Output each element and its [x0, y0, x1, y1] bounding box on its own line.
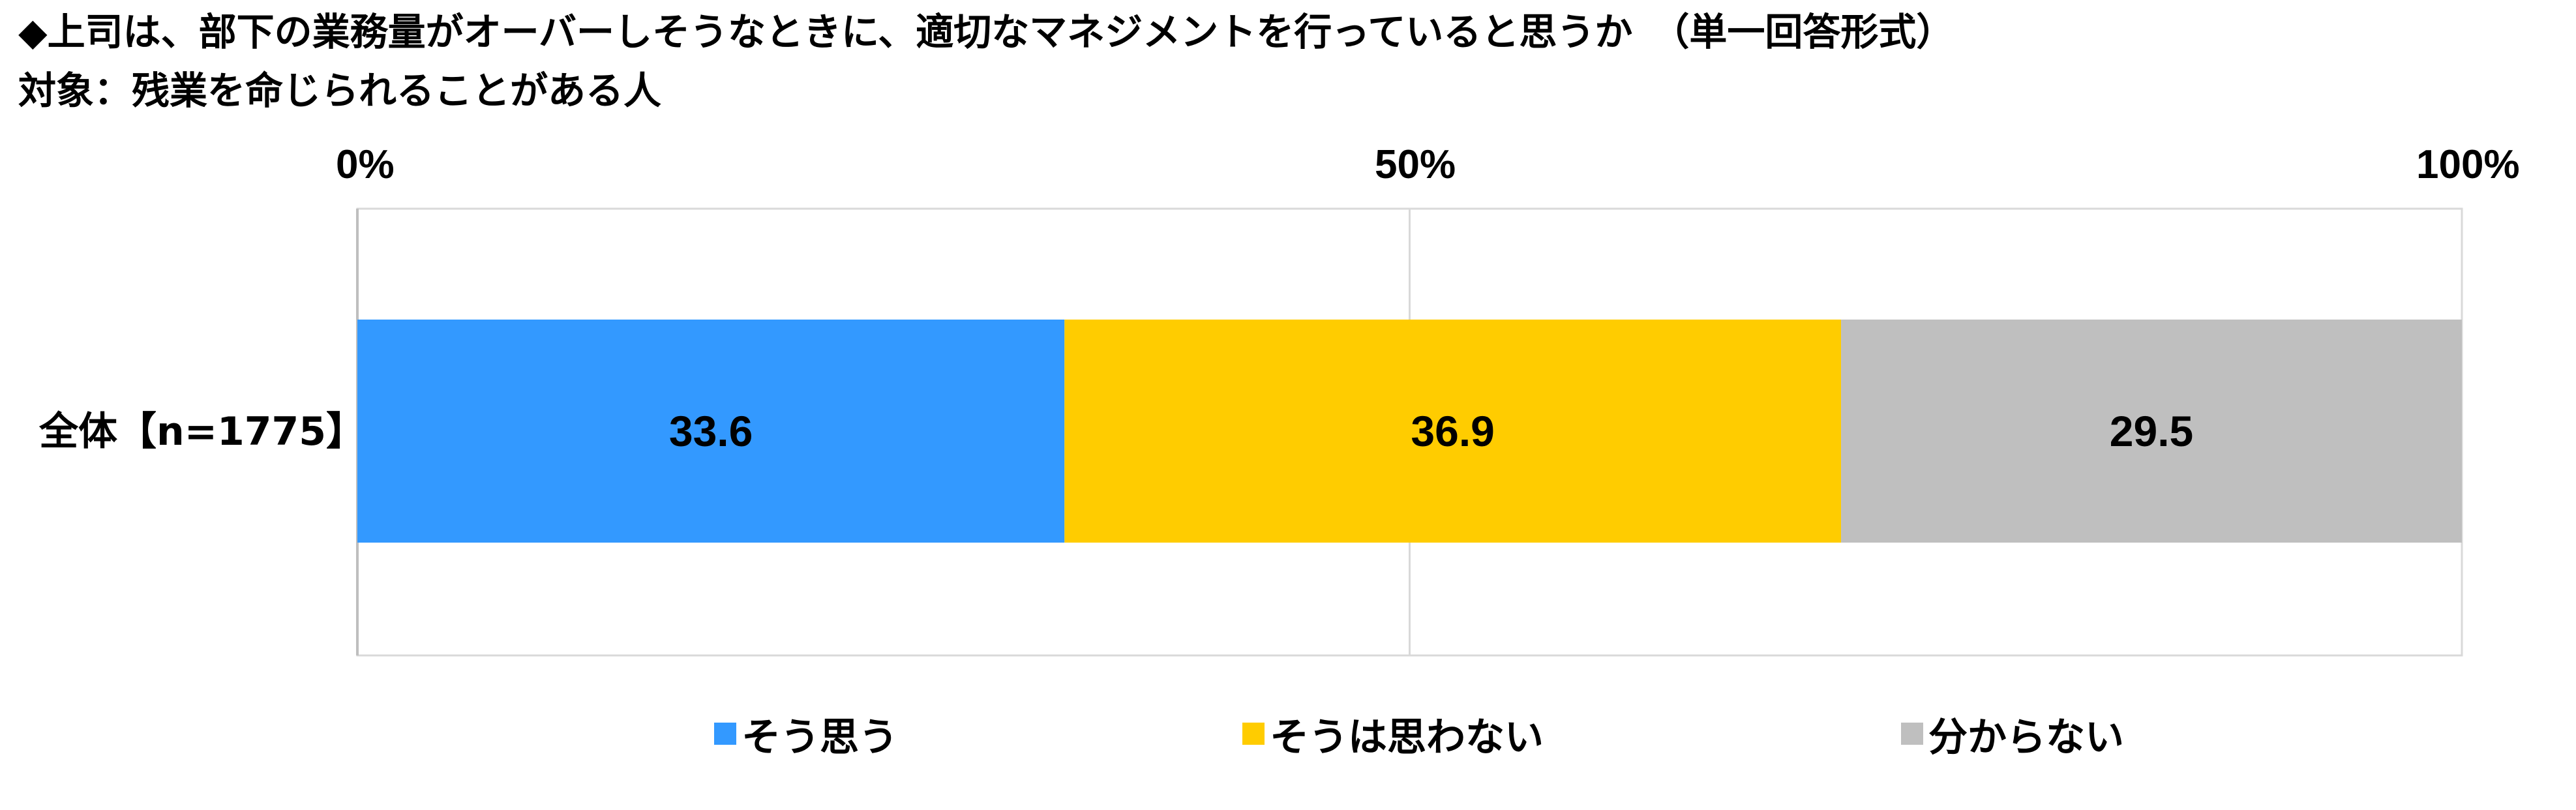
- bar-segment-2: [1841, 320, 2462, 543]
- legend-item-soumou: そう思う: [714, 708, 898, 760]
- category-label: 全体【n=1775】: [39, 409, 365, 455]
- chart-title: ◆上司は、部下の業務量がオーバーしそうなときに、適切なマネジメントを行っていると…: [18, 10, 1954, 54]
- bar-segment-0: [357, 320, 1065, 543]
- legend-swatch-yellow: [1242, 723, 1265, 745]
- chart-subtitle: 対象：残業を命じられることがある人: [18, 68, 662, 113]
- legend-label: そうは思わない: [1270, 714, 1544, 760]
- legend-swatch-gray: [1901, 723, 1923, 745]
- legend-swatch-blue: [714, 723, 736, 745]
- x-tick-0: 0%: [336, 142, 395, 187]
- x-tick-50: 50%: [1375, 142, 1456, 187]
- data-label-0: 33.6: [669, 407, 753, 455]
- data-label-1: 36.9: [1411, 407, 1494, 455]
- legend-label: そう思う: [741, 714, 898, 760]
- data-label-2: 29.5: [2110, 407, 2193, 455]
- legend-label: 分からない: [1928, 714, 2124, 760]
- legend-item-souhaomowanai: そうは思わない: [1242, 708, 1544, 760]
- bar-segment-1: [1064, 320, 1842, 543]
- legend-item-wakaranai: 分からない: [1901, 708, 2124, 760]
- x-tick-100: 100%: [2416, 142, 2520, 187]
